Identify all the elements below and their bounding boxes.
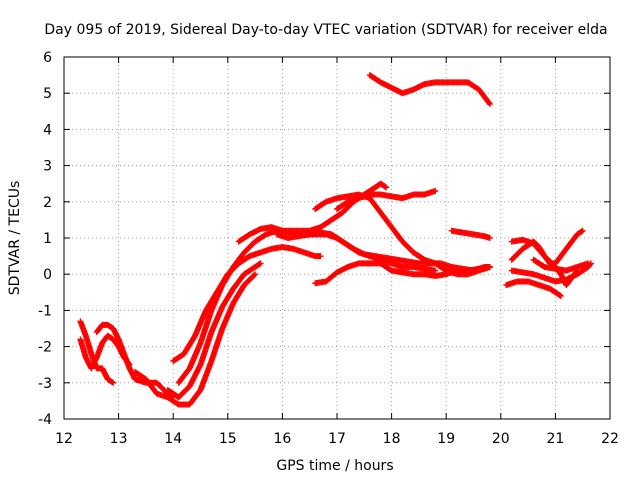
satellite-track-12 xyxy=(312,260,493,287)
x-tick-label: 19 xyxy=(437,431,455,447)
x-tick-label: 12 xyxy=(55,431,73,447)
data-point xyxy=(257,260,264,267)
data-point xyxy=(486,100,493,107)
satellite-track-13 xyxy=(366,72,493,108)
x-tick-label: 21 xyxy=(546,431,564,447)
data-point xyxy=(317,253,324,260)
tick-marks xyxy=(63,56,611,420)
y-tick-label: -1 xyxy=(38,303,52,319)
chart-title: Day 095 of 2019, Sidereal Day-to-day VTE… xyxy=(44,22,607,38)
data-point xyxy=(486,263,493,270)
y-tick-label: 6 xyxy=(43,50,52,66)
satellite-track-3 xyxy=(93,321,177,401)
y-tick-label: -3 xyxy=(38,376,52,392)
grid xyxy=(64,57,610,419)
satellite-track-6 xyxy=(170,244,324,365)
data-point xyxy=(252,271,259,278)
data-point xyxy=(432,187,439,194)
x-tick-labels: 12 13 14 15 16 17 18 19 20 21 22 xyxy=(55,431,619,447)
y-tick-label: 1 xyxy=(43,231,52,247)
data-point xyxy=(557,292,564,299)
satellite-track-7 xyxy=(175,180,390,386)
y-tick-labels: -4 -3 -2 -1 0 1 2 3 4 5 6 xyxy=(38,50,52,428)
data-point xyxy=(432,267,439,274)
data-point xyxy=(110,379,117,386)
data-point xyxy=(383,184,390,191)
x-tick-label: 18 xyxy=(383,431,401,447)
x-axis-title: GPS time / hours xyxy=(276,458,393,474)
y-axis-title: SDTVAR / TECUs xyxy=(7,181,23,296)
data-point xyxy=(486,101,493,108)
x-tick-label: 16 xyxy=(273,431,291,447)
x-tick-label: 13 xyxy=(110,431,128,447)
x-tick-label: 17 xyxy=(328,431,346,447)
data-point xyxy=(486,235,493,241)
y-tick-label: 3 xyxy=(43,159,52,175)
data-points xyxy=(77,72,594,408)
x-tick-label: 22 xyxy=(601,431,619,447)
data-point xyxy=(251,272,258,279)
y-tick-label: 0 xyxy=(43,267,52,283)
data-point xyxy=(579,227,586,234)
satellite-track-17 xyxy=(503,278,564,299)
satellite-track-5 xyxy=(164,260,264,401)
satellite-track-18 xyxy=(508,227,586,267)
y-tick-label: 4 xyxy=(43,122,52,138)
satellite-track-4 xyxy=(131,271,259,408)
x-tick-label: 15 xyxy=(219,431,237,447)
y-tick-label: -4 xyxy=(38,412,52,428)
satellite-track-14 xyxy=(448,227,493,241)
satellite-track-19 xyxy=(530,256,592,274)
y-tick-label: 5 xyxy=(43,86,52,102)
y-tick-label: -2 xyxy=(38,340,52,356)
satellite-track-11 xyxy=(334,187,439,213)
x-tick-label: 14 xyxy=(164,431,182,447)
y-tick-label: 2 xyxy=(43,195,52,211)
data-point xyxy=(585,260,592,267)
x-tick-label: 20 xyxy=(492,431,510,447)
